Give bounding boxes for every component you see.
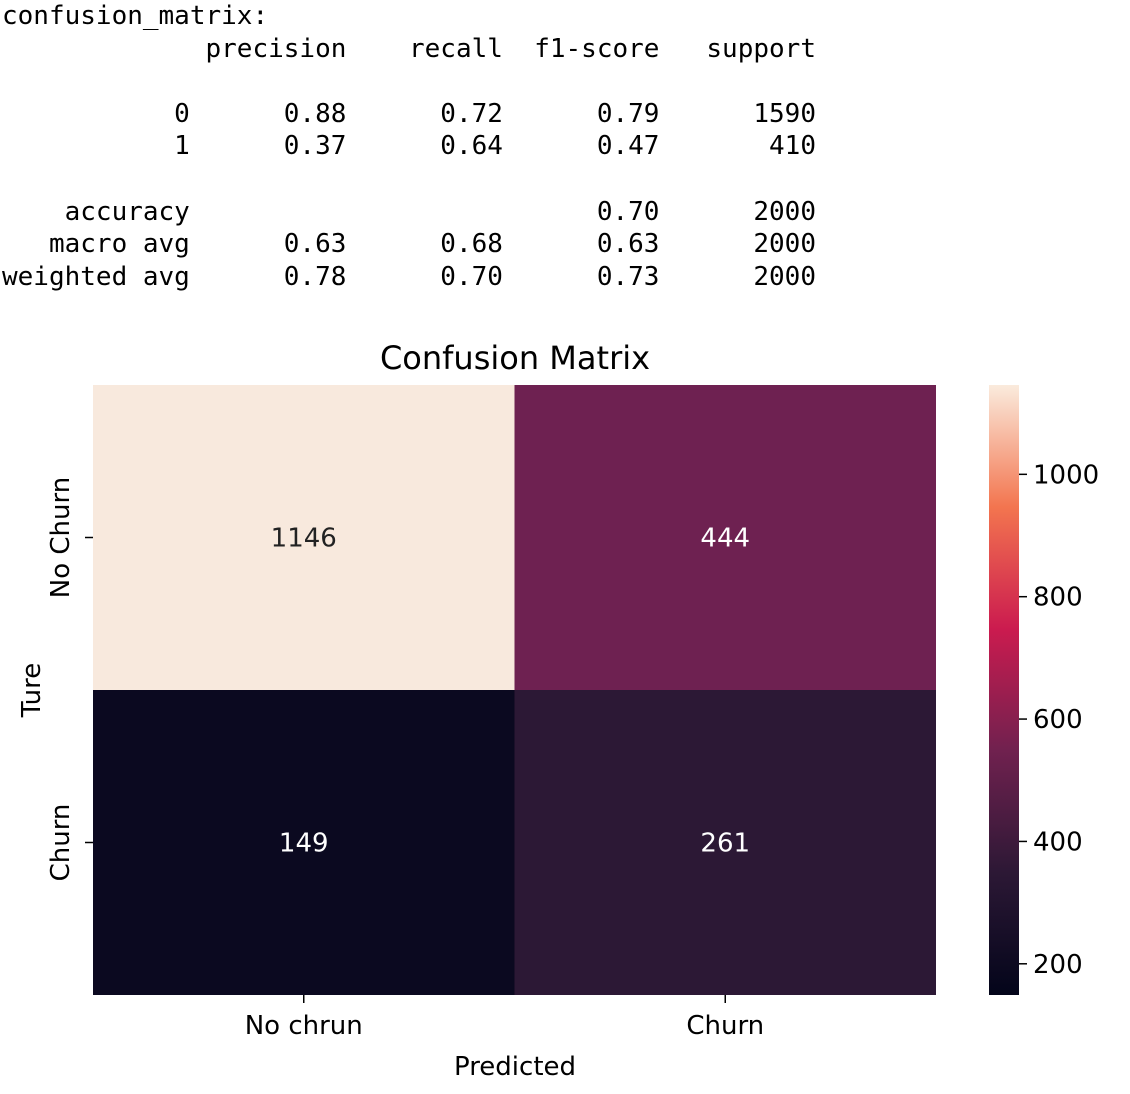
cell-value-label: 261 (700, 829, 750, 859)
report-row: weighted avg 0.78 0.70 0.73 2000 (2, 261, 816, 292)
x-tick-label: Churn (686, 1011, 764, 1041)
colorbar-tick-label: 800 (1033, 583, 1083, 613)
colorbar-tick-label: 200 (1033, 950, 1083, 980)
heatmap-cell (514, 690, 936, 995)
heatmap-cell (93, 385, 515, 690)
cell-value-label: 149 (279, 829, 329, 859)
y-axis-label: Ture (17, 663, 47, 719)
heatmap-cell (514, 385, 936, 690)
report-row: accuracy 0.70 2000 (2, 196, 816, 227)
colorbar (989, 385, 1019, 995)
y-tick-label: Churn (46, 804, 76, 882)
cell-value-label: 444 (700, 524, 750, 554)
colorbar-tick-label: 600 (1033, 705, 1083, 735)
report-label: confusion_matrix: (2, 1, 269, 31)
report-row: 0 0.88 0.72 0.79 1590 (2, 98, 816, 129)
colorbar-tick-label: 400 (1033, 827, 1083, 857)
report-row: macro avg 0.63 0.68 0.63 2000 (2, 229, 816, 260)
classification-report: confusion_matrix: precision recall f1-sc… (2, 0, 816, 293)
colorbar-tick-label: 1000 (1033, 460, 1099, 490)
x-tick-label: No chrun (245, 1011, 363, 1041)
x-axis-label: Predicted (454, 1052, 576, 1082)
cell-value-label: 1146 (271, 524, 337, 554)
report-row: 1 0.37 0.64 0.47 410 (2, 131, 816, 162)
y-tick-label: No Churn (46, 477, 76, 598)
report-header: precision recall f1-score support (2, 33, 816, 64)
heatmap-cell (93, 690, 515, 995)
chart-title: Confusion Matrix (380, 339, 650, 377)
